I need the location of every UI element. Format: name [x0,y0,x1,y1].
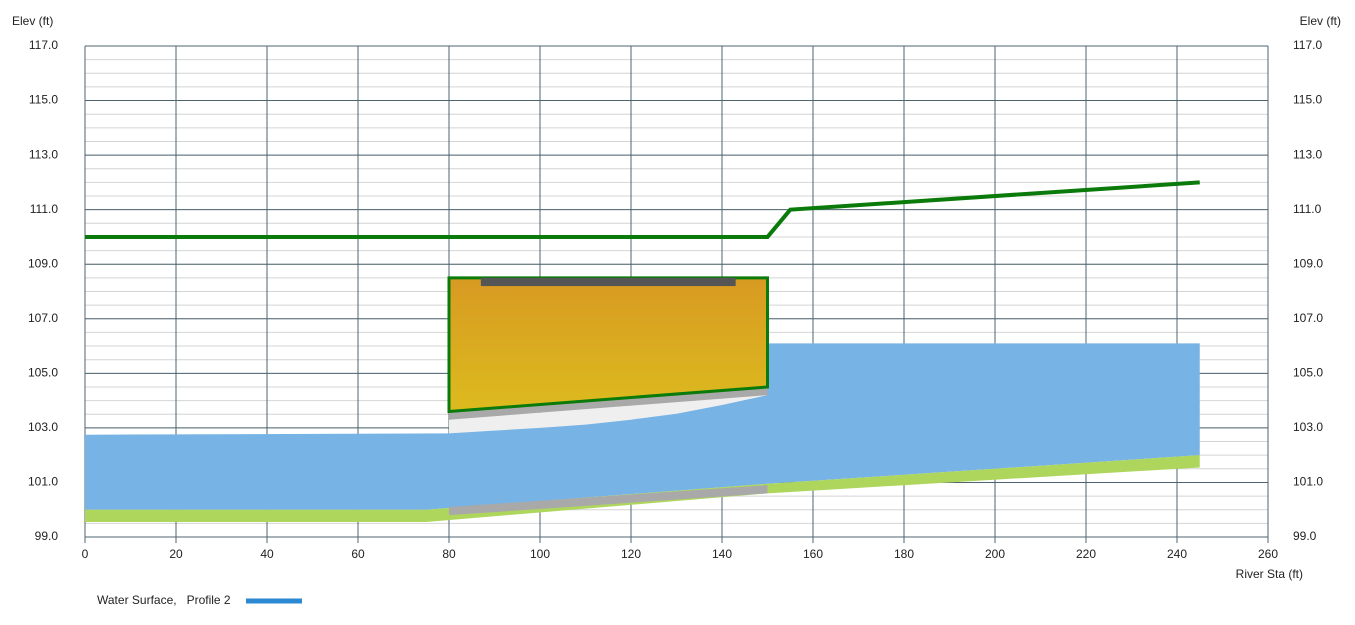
y2-tick-label: 105.0 [1293,366,1323,380]
y-tick-label: 99.0 [35,529,59,543]
embankment [447,276,769,414]
y-tick-label: 113.0 [29,147,58,161]
x-tick-label: 180 [894,547,914,561]
x-tick-label: 160 [803,547,823,561]
y-tick-label: 109.0 [28,256,58,270]
x-tick-label: 100 [530,547,550,561]
x-tick-label: 80 [442,547,456,561]
y-tick-label: 117.0 [29,38,58,52]
y-tick-label: 103.0 [28,420,58,434]
y-tick-label: 105.0 [28,366,58,380]
y2-tick-label: 111.0 [1293,202,1322,216]
y2-tick-label: 99.0 [1293,529,1317,543]
water-surface-area [85,343,1200,510]
x-tick-label: 40 [260,547,274,561]
y-axis-title: Elev (ft) [12,14,53,28]
culvert-crown [449,386,768,420]
ground [85,455,1200,522]
x-tick-label: 60 [351,547,365,561]
y2-tick-label: 101.0 [1293,475,1323,489]
y2-tick-label: 109.0 [1293,256,1323,270]
y2-axis-title: Elev (ft) [1300,14,1341,28]
y-tick-label: 101.0 [28,475,58,489]
x-tick-label: 140 [712,547,732,561]
y2-tick-label: 107.0 [1293,311,1323,325]
y2-tick-label: 115.0 [1293,93,1322,107]
x-tick-label: 260 [1258,547,1278,561]
y-tick-label: 115.0 [29,93,58,107]
y-tick-label: 107.0 [28,311,58,325]
y-tick-label: 111.0 [30,202,59,216]
legend-label: Water Surface, Profile 2 [97,593,231,607]
x-axis-title: River Sta (ft) [1236,567,1303,581]
x-tick-label: 120 [621,547,641,561]
x-tick-label: 240 [1167,547,1187,561]
x-tick-label: 0 [82,547,89,561]
x-tick-label: 200 [985,547,1005,561]
energy-line [85,180,1200,239]
y2-tick-label: 113.0 [1293,147,1322,161]
x-tick-label: 220 [1076,547,1096,561]
culvert-invert [449,485,768,516]
y2-tick-label: 117.0 [1293,38,1322,52]
x-tick-label: 20 [169,547,183,561]
road-deck [480,277,736,287]
y2-tick-label: 103.0 [1293,420,1323,434]
